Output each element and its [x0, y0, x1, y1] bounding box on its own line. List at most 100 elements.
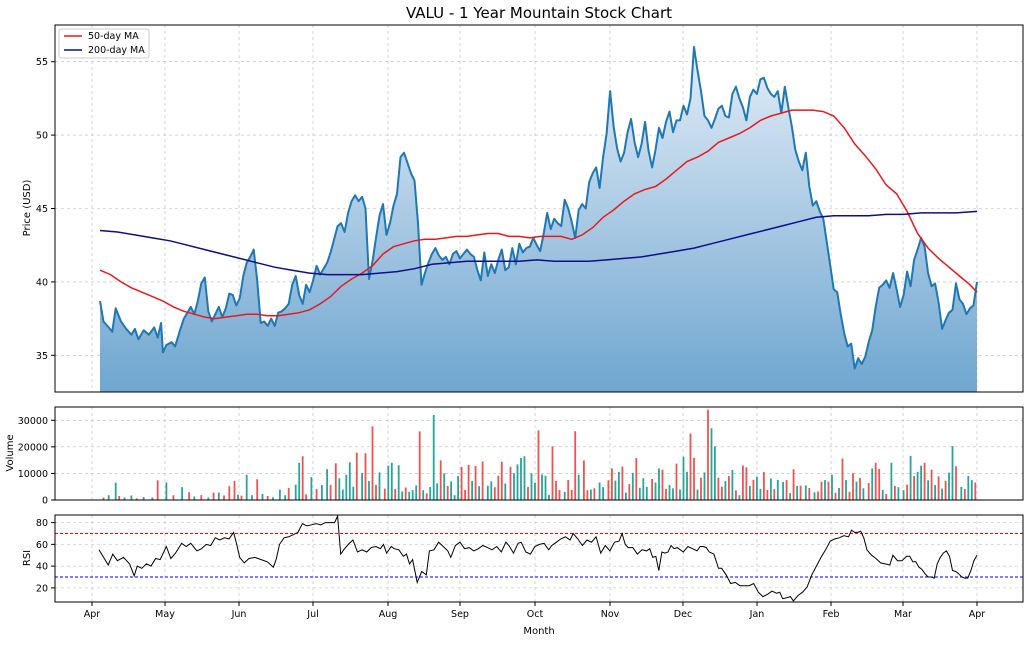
volume-bar-25: [251, 495, 253, 500]
rsi-grid: [55, 515, 1023, 602]
volume-bar-41: [329, 484, 332, 500]
volume-bar-98: [537, 430, 540, 500]
volume-bar-201: [916, 471, 919, 500]
volume-bar-14: [193, 496, 196, 500]
volume-bar-21: [233, 480, 236, 500]
volume-bar-149: [724, 481, 727, 500]
volume-bar-174: [817, 491, 819, 500]
volume-bar-90: [509, 466, 512, 500]
volume-bar-85: [490, 481, 493, 500]
volume-bar-66: [422, 490, 425, 500]
rsi-ylabel: RSI: [22, 550, 33, 566]
legend-label-ma200: 200-day MA: [88, 45, 145, 56]
volume-bar-176: [824, 480, 826, 500]
volume-bar-198: [906, 484, 908, 500]
volume-bar-35: [301, 456, 304, 500]
volume-bar-40: [326, 469, 328, 500]
volume-bar-34: [298, 462, 301, 500]
volume-bar-177: [827, 481, 830, 500]
volume-bar-184: [852, 473, 854, 500]
volume-bar-114: [598, 482, 601, 500]
volume-bar-82: [478, 486, 480, 500]
volume-panel: 0 10000 20000 30000 Volume: [5, 406, 1024, 507]
volume-bar-3: [118, 496, 121, 500]
volume-bar-213: [960, 487, 963, 500]
volume-bar-30: [279, 489, 281, 500]
price-ytick-label-3: 50: [36, 131, 48, 142]
rsi-y-axis: 20 40 60 80: [36, 518, 55, 594]
volume-bar-81: [474, 466, 477, 500]
volume-bar-76: [457, 476, 459, 500]
volume-bar-110: [583, 460, 585, 500]
volume-bar-28: [266, 496, 269, 500]
volume-bar-39: [321, 485, 323, 500]
volume-bar-27: [261, 493, 264, 500]
volume-bar-84: [486, 485, 489, 500]
volume-bar-1: [107, 495, 110, 500]
volume-bar-89: [504, 483, 507, 500]
volume-bar-133: [668, 485, 671, 500]
volume-bar-179: [834, 492, 837, 500]
volume-bar-135: [675, 463, 678, 500]
volume-bar-103: [555, 480, 557, 500]
rsi-ytick-label-3: 80: [36, 518, 48, 529]
volume-bar-16: [207, 497, 210, 500]
x-tick-label-12: Apr: [969, 609, 986, 620]
volume-bar-210: [948, 472, 950, 500]
volume-bar-105: [563, 491, 566, 500]
volume-bar-168: [792, 469, 795, 500]
volume-bar-171: [804, 485, 807, 500]
volume-bar-33: [294, 484, 297, 500]
volume-bar-102: [551, 446, 554, 500]
volume-bar-194: [890, 462, 893, 500]
volume-bar-87: [497, 475, 500, 500]
volume-bar-187: [862, 488, 865, 500]
volume-bar-181: [841, 458, 844, 500]
volume-bar-70: [436, 483, 439, 500]
volume-bar-185: [855, 481, 858, 500]
volume-bar-51: [368, 481, 370, 500]
volume-bar-206: [934, 485, 936, 500]
x-tick-label-7: Nov: [601, 609, 620, 620]
volume-bar-62: [408, 491, 411, 500]
volume-bar-54: [378, 472, 381, 500]
volume-bar-183: [848, 491, 851, 500]
volume-bar-64: [415, 485, 418, 500]
volume-bar-18: [217, 492, 220, 500]
volume-bar-92: [516, 464, 519, 500]
volume-bar-50: [364, 453, 367, 500]
volume-bar-151: [731, 470, 734, 500]
volume-bar-19: [223, 495, 225, 500]
volume-bar-145: [710, 428, 713, 500]
volume-bar-142: [700, 477, 702, 500]
volume-bar-67: [425, 493, 428, 500]
volume-bar-137: [682, 456, 685, 500]
volume-bar-215: [967, 476, 970, 500]
volume-bar-121: [625, 492, 627, 500]
volume-bar-155: [745, 467, 748, 500]
volume-bar-117: [611, 468, 613, 500]
volume-bar-106: [567, 480, 570, 500]
volume-bar-130: [658, 468, 660, 500]
volume-bar-193: [885, 493, 888, 500]
volume-bar-112: [590, 489, 592, 500]
volume-bar-209: [944, 480, 947, 500]
rsi-panel: 20 40 60 80 RSI: [22, 514, 1024, 603]
price-ytick-label-0: 35: [36, 351, 48, 362]
x-tick-label-8: Dec: [674, 609, 692, 620]
volume-bar-148: [721, 486, 723, 500]
volume-bar-173: [813, 492, 816, 500]
volume-bar-116: [607, 480, 610, 500]
volume-bar-53: [375, 484, 377, 500]
volume-bar-212: [955, 466, 957, 500]
volume-bar-37: [310, 477, 313, 500]
x-tick-label-2: Jun: [231, 609, 247, 620]
volume-bar-6: [135, 498, 138, 500]
volume-ytick-label-0: 0: [42, 496, 48, 507]
volume-bar-199: [909, 455, 912, 500]
volume-bar-45: [345, 474, 348, 500]
volume-bar-138: [686, 471, 688, 500]
volume-bar-96: [530, 473, 533, 500]
volume-bar-131: [661, 469, 664, 500]
